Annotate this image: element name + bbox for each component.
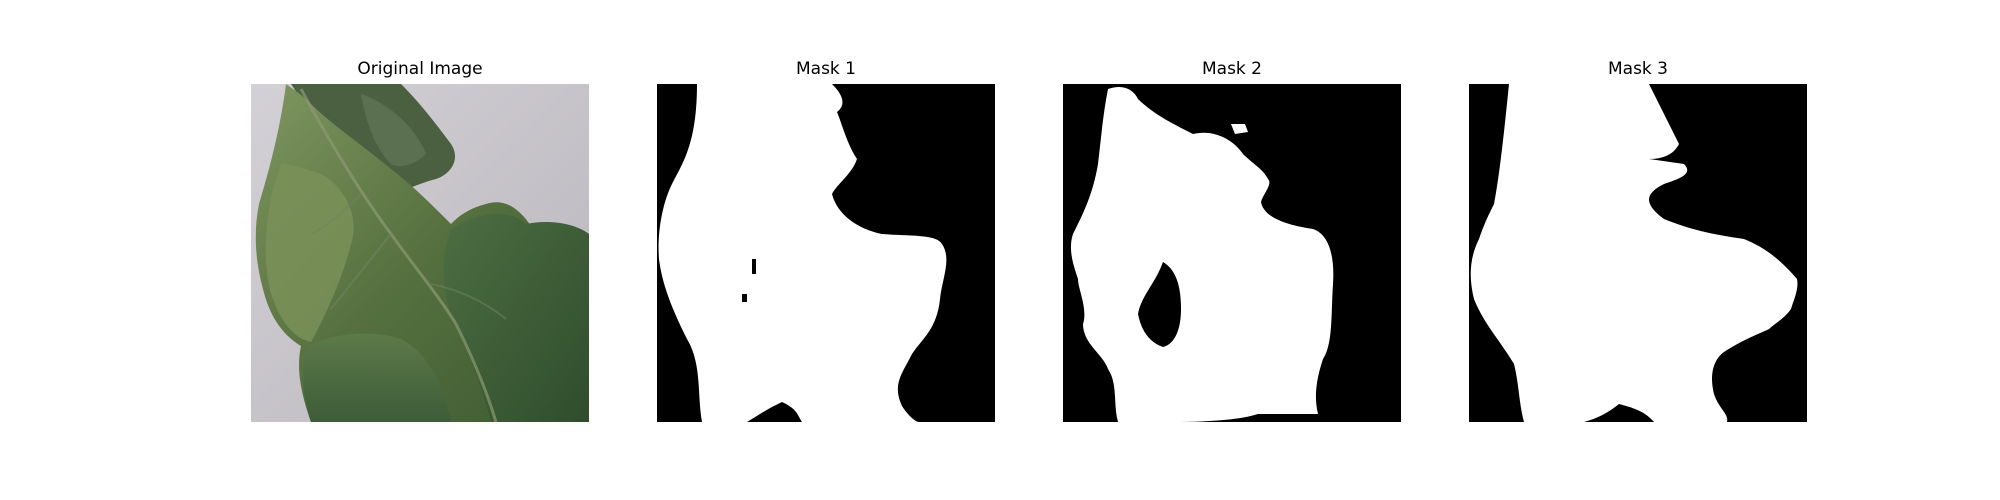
panel-title-mask-2: Mask 2 <box>1201 59 1262 79</box>
mask-2-image <box>1063 84 1401 422</box>
panel-title-mask-1: Mask 1 <box>795 59 856 79</box>
original-leaf-photo <box>251 84 589 422</box>
panel-title-original-image: Original Image <box>357 59 483 79</box>
mask-1-image <box>657 84 995 422</box>
mask-3-image <box>1469 84 1807 422</box>
panel-title-mask-3: Mask 3 <box>1607 59 1668 79</box>
